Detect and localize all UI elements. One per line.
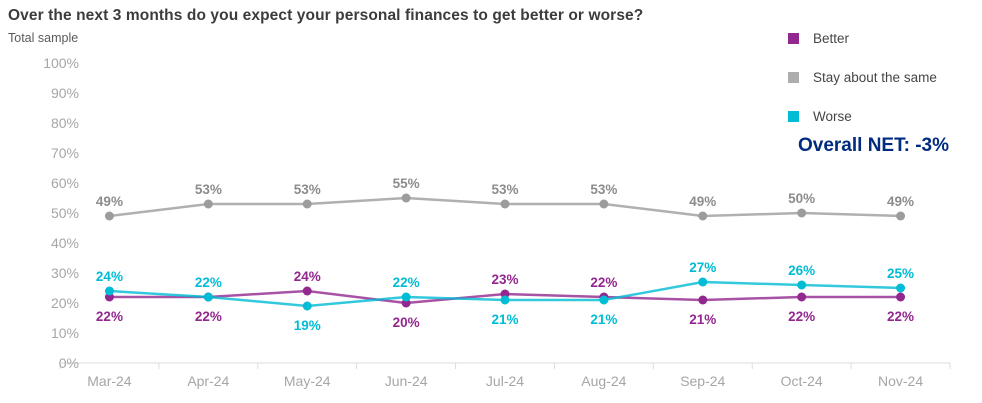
legend-swatch-better-icon bbox=[788, 33, 799, 44]
data-point-worse[interactable] bbox=[104, 286, 114, 296]
data-label-better: 21% bbox=[689, 312, 716, 327]
data-label-better: 24% bbox=[294, 269, 321, 284]
chart-title: Over the next 3 months do you expect you… bbox=[8, 7, 644, 24]
y-axis-label: 70% bbox=[51, 145, 79, 161]
x-axis-label: May-24 bbox=[284, 373, 331, 389]
legend-swatch-stay-about-the-same-icon bbox=[788, 72, 799, 83]
data-point-worse[interactable] bbox=[302, 301, 312, 311]
data-label-better: 23% bbox=[491, 272, 518, 287]
data-point-worse[interactable] bbox=[896, 283, 906, 293]
data-point-better[interactable] bbox=[302, 286, 312, 296]
data-label-stay-about-the-same: 53% bbox=[195, 182, 222, 197]
data-label-stay-about-the-same: 49% bbox=[96, 194, 123, 209]
legend-item-better[interactable]: Better bbox=[788, 31, 978, 46]
y-axis-label: 60% bbox=[51, 175, 79, 191]
data-label-stay-about-the-same: 53% bbox=[294, 182, 321, 197]
data-label-better: 20% bbox=[393, 315, 420, 330]
x-axis-label: Jul-24 bbox=[486, 373, 524, 389]
data-label-better: 22% bbox=[590, 275, 617, 290]
legend-item-worse[interactable]: Worse bbox=[788, 109, 978, 124]
data-label-worse: 21% bbox=[590, 312, 617, 327]
y-axis-label: 10% bbox=[51, 325, 79, 341]
data-point-worse[interactable] bbox=[599, 295, 609, 305]
data-point-worse[interactable] bbox=[797, 280, 807, 290]
x-axis-label: Aug-24 bbox=[581, 373, 626, 389]
data-label-worse: 26% bbox=[788, 263, 815, 278]
x-axis-label: Nov-24 bbox=[878, 373, 923, 389]
y-axis-label: 30% bbox=[51, 265, 79, 281]
x-axis-label: Mar-24 bbox=[87, 373, 132, 389]
data-label-better: 22% bbox=[887, 309, 914, 324]
data-label-worse: 22% bbox=[393, 275, 420, 290]
data-point-worse[interactable] bbox=[401, 292, 411, 302]
data-label-stay-about-the-same: 53% bbox=[491, 182, 518, 197]
data-point-worse[interactable] bbox=[203, 292, 213, 302]
data-point-worse[interactable] bbox=[500, 295, 510, 305]
data-point-worse[interactable] bbox=[698, 277, 708, 287]
data-point-stay-about-the-same[interactable] bbox=[203, 199, 213, 209]
data-point-stay-about-the-same[interactable] bbox=[302, 199, 312, 209]
legend-item-stay-about-the-same[interactable]: Stay about the same bbox=[788, 70, 978, 85]
chart-subtitle: Total sample bbox=[8, 31, 79, 45]
data-label-worse: 19% bbox=[294, 318, 321, 333]
data-point-stay-about-the-same[interactable] bbox=[104, 211, 114, 221]
legend-label-worse: Worse bbox=[813, 109, 852, 124]
y-axis-label: 40% bbox=[51, 235, 79, 251]
data-label-worse: 22% bbox=[195, 275, 222, 290]
data-label-stay-about-the-same: 55% bbox=[393, 176, 420, 191]
x-axis-label: Apr-24 bbox=[187, 373, 229, 389]
legend-label-better: Better bbox=[813, 31, 850, 46]
data-label-better: 22% bbox=[96, 309, 123, 324]
data-label-stay-about-the-same: 53% bbox=[590, 182, 617, 197]
y-axis-label: 100% bbox=[43, 55, 79, 71]
data-point-stay-about-the-same[interactable] bbox=[500, 199, 510, 209]
y-axis-label: 20% bbox=[51, 295, 79, 311]
y-axis-label: 90% bbox=[51, 85, 79, 101]
x-axis-label: Oct-24 bbox=[781, 373, 823, 389]
data-point-stay-about-the-same[interactable] bbox=[698, 211, 708, 221]
data-point-better[interactable] bbox=[698, 295, 708, 305]
y-axis-label: 0% bbox=[59, 355, 79, 371]
data-label-worse: 25% bbox=[887, 266, 914, 281]
data-point-stay-about-the-same[interactable] bbox=[797, 208, 807, 218]
data-point-stay-about-the-same[interactable] bbox=[599, 199, 609, 209]
data-label-stay-about-the-same: 49% bbox=[689, 194, 716, 209]
legend-swatch-worse-icon bbox=[788, 111, 799, 122]
y-axis-label: 80% bbox=[51, 115, 79, 131]
data-label-worse: 27% bbox=[689, 260, 716, 275]
data-point-stay-about-the-same[interactable] bbox=[401, 193, 411, 203]
data-point-stay-about-the-same[interactable] bbox=[896, 211, 906, 221]
x-axis-label: Jun-24 bbox=[385, 373, 428, 389]
data-label-better: 22% bbox=[788, 309, 815, 324]
data-label-better: 22% bbox=[195, 309, 222, 324]
x-axis-label: Sep-24 bbox=[680, 373, 725, 389]
legend-label-stay-about-the-same: Stay about the same bbox=[813, 70, 937, 85]
data-label-worse: 24% bbox=[96, 269, 123, 284]
legend: Better Stay about the same Worse bbox=[788, 31, 978, 148]
y-axis-label: 50% bbox=[51, 205, 79, 221]
data-label-worse: 21% bbox=[491, 312, 518, 327]
data-label-stay-about-the-same: 49% bbox=[887, 194, 914, 209]
data-point-better[interactable] bbox=[797, 292, 807, 302]
overall-net-label: Overall NET: -3% bbox=[798, 135, 949, 156]
data-point-better[interactable] bbox=[896, 292, 906, 302]
data-label-stay-about-the-same: 50% bbox=[788, 191, 815, 206]
